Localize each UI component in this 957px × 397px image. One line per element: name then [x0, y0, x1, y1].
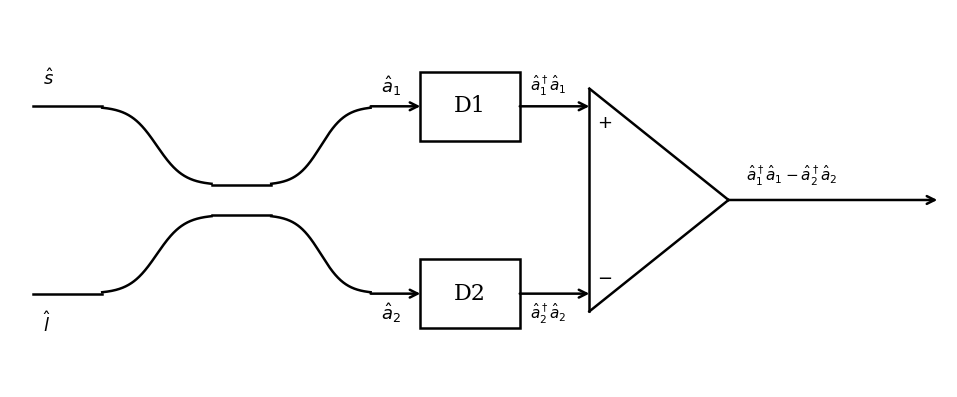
Text: $\hat{s}$: $\hat{s}$ [42, 68, 54, 89]
Text: $\hat{a}_2^\dagger\hat{a}_2$: $\hat{a}_2^\dagger\hat{a}_2$ [530, 302, 567, 326]
Text: $-$: $-$ [597, 268, 612, 286]
Text: $\hat{a}_2$: $\hat{a}_2$ [381, 302, 401, 325]
Text: D1: D1 [455, 95, 486, 117]
Text: $\hat{a}_1^\dagger\hat{a}_1$: $\hat{a}_1^\dagger\hat{a}_1$ [530, 74, 567, 98]
Text: $\hat{l}$: $\hat{l}$ [42, 311, 51, 336]
Bar [420, 259, 520, 328]
Text: $\hat{a}_1$: $\hat{a}_1$ [381, 75, 401, 98]
Bar [420, 72, 520, 141]
Text: $\hat{a}_1^\dagger\hat{a}_1 - \hat{a}_2^\dagger\hat{a}_2$: $\hat{a}_1^\dagger\hat{a}_1 - \hat{a}_2^… [746, 164, 838, 188]
Text: $+$: $+$ [597, 114, 612, 132]
Text: D2: D2 [455, 283, 486, 304]
